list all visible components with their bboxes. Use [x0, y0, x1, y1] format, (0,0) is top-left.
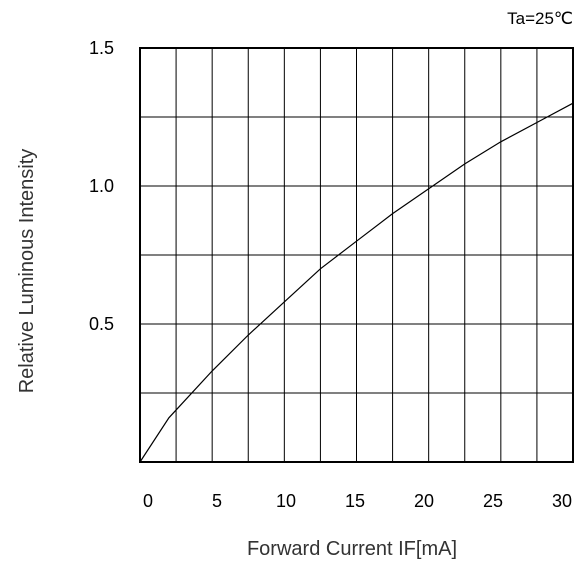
y-tick-label: 0.5 [89, 314, 114, 334]
x-tick-label: 20 [414, 491, 434, 511]
temperature-annotation: Ta=25℃ [507, 9, 573, 28]
grid [140, 48, 573, 462]
x-tick-label: 0 [143, 491, 153, 511]
x-axis-ticks: 0 5 10 15 20 25 30 [143, 491, 572, 511]
x-axis-title: Forward Current IF[mA] [247, 538, 457, 560]
x-tick-label: 5 [212, 491, 222, 511]
plot-frame [139, 47, 574, 463]
y-tick-label: 1.5 [89, 38, 114, 58]
y-tick-label: 1.0 [89, 176, 114, 196]
x-tick-label: 30 [552, 491, 572, 511]
series-line [139, 102, 574, 463]
y-axis-title: Relative Luminous Intensity [16, 149, 38, 394]
x-tick-label: 10 [276, 491, 296, 511]
x-tick-label: 15 [345, 491, 365, 511]
y-axis-ticks: 0.5 1.0 1.5 [89, 38, 114, 334]
x-tick-label: 25 [483, 491, 503, 511]
